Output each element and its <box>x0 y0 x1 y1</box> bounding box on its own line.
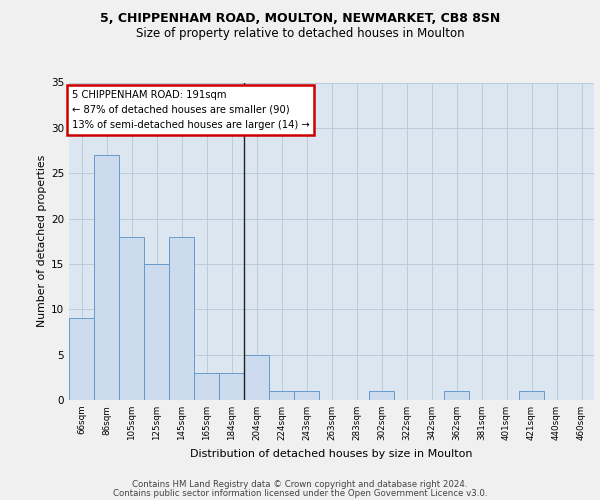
Text: Size of property relative to detached houses in Moulton: Size of property relative to detached ho… <box>136 28 464 40</box>
Bar <box>69 318 94 400</box>
Bar <box>244 354 269 400</box>
Bar <box>219 373 244 400</box>
Y-axis label: Number of detached properties: Number of detached properties <box>37 155 47 328</box>
Text: Contains HM Land Registry data © Crown copyright and database right 2024.: Contains HM Land Registry data © Crown c… <box>132 480 468 489</box>
Bar <box>94 155 119 400</box>
Bar <box>369 391 394 400</box>
Bar <box>269 391 294 400</box>
Text: 5 CHIPPENHAM ROAD: 191sqm
← 87% of detached houses are smaller (90)
13% of semi-: 5 CHIPPENHAM ROAD: 191sqm ← 87% of detac… <box>71 90 309 130</box>
Text: 5, CHIPPENHAM ROAD, MOULTON, NEWMARKET, CB8 8SN: 5, CHIPPENHAM ROAD, MOULTON, NEWMARKET, … <box>100 12 500 26</box>
Bar <box>144 264 169 400</box>
X-axis label: Distribution of detached houses by size in Moulton: Distribution of detached houses by size … <box>190 448 473 458</box>
Text: Contains public sector information licensed under the Open Government Licence v3: Contains public sector information licen… <box>113 488 487 498</box>
Bar <box>294 391 319 400</box>
Bar <box>444 391 469 400</box>
Bar <box>169 236 194 400</box>
Bar <box>194 373 219 400</box>
Bar <box>119 236 144 400</box>
Bar <box>519 391 544 400</box>
